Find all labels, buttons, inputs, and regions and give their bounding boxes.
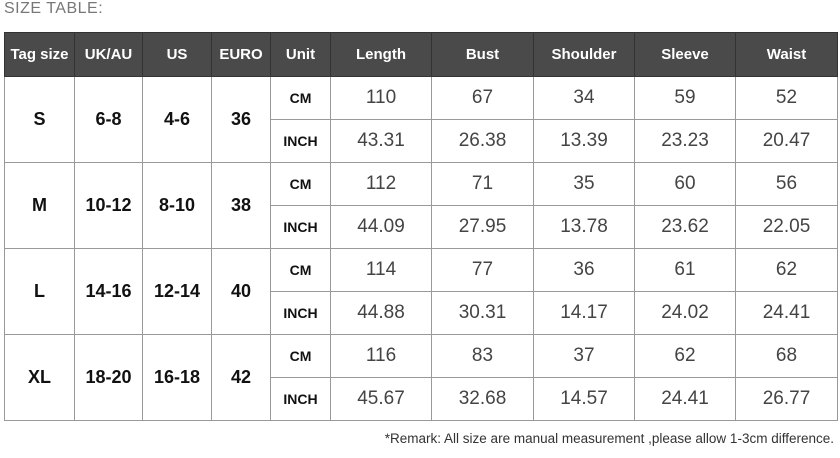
unit-cell: INCH [270, 119, 331, 163]
column-header: Unit [270, 32, 331, 77]
measurement-cell: 13.39 [533, 119, 635, 163]
measurement-cell: 114 [330, 248, 432, 292]
column-header: Length [330, 32, 432, 77]
measurement-cell: 22.05 [735, 205, 838, 249]
measurement-cell: 27.95 [431, 205, 534, 249]
unit-cell: CM [270, 162, 331, 206]
measurement-cell: 77 [431, 248, 534, 292]
measurement-cell: 35 [533, 162, 635, 206]
measurement-cell: 23.62 [634, 205, 736, 249]
table-row: INCH 44.88 30.31 14.17 24.02 24.41 [5, 291, 838, 335]
measurement-cell: 14.57 [533, 377, 635, 421]
remark-note: *Remark: All size are manual measurement… [384, 431, 834, 446]
table-row: M 10-12 8-10 38 CM 112 71 35 60 56 [4, 162, 838, 249]
measurement-cell: 36 [533, 248, 635, 292]
size-euro-cell: 42 [211, 334, 271, 421]
measurement-cell: 45.67 [330, 377, 432, 421]
size-euro-cell: 40 [211, 248, 271, 335]
size-euro-cell: 38 [211, 162, 271, 249]
measurement-cell: 62 [634, 334, 736, 378]
measurement-cell: 62 [735, 248, 838, 292]
measurement-cell: 56 [735, 162, 838, 206]
measurement-cell: 68 [735, 334, 838, 378]
table-row: INCH 43.31 26.38 13.39 23.23 20.47 [5, 119, 838, 163]
measurement-cell: 110 [330, 76, 432, 120]
size-uk-cell: 14-16 [74, 248, 143, 335]
table-row: S 6-8 4-6 36 CM 110 67 34 59 52 [4, 76, 838, 163]
measurement-cell: 26.77 [735, 377, 838, 421]
unit-cell: INCH [270, 205, 331, 249]
measurement-cell: 24.41 [634, 377, 736, 421]
unit-cell: CM [270, 334, 331, 378]
measurement-cell: 71 [431, 162, 534, 206]
measurement-cell: 60 [634, 162, 736, 206]
measurement-cell: 61 [634, 248, 736, 292]
column-header: EURO [211, 32, 271, 77]
size-tag-cell: XL [4, 334, 75, 421]
column-header: Tag size [4, 32, 75, 77]
measurement-cell: 13.78 [533, 205, 635, 249]
column-header: Waist [735, 32, 838, 77]
table-row: INCH 44.09 27.95 13.78 23.62 22.05 [5, 205, 838, 249]
measurement-cell: 24.41 [735, 291, 838, 335]
size-uk-cell: 18-20 [74, 334, 143, 421]
measurement-cell: 26.38 [431, 119, 534, 163]
size-table: Tag size UK/AU US EURO Unit Length Bust Shoulde… [4, 32, 838, 421]
header-row: Tag size UK/AU US EURO Unit Length Bust Shoulde… [4, 32, 838, 77]
size-uk-cell: 10-12 [74, 162, 143, 249]
measurement-cell: 30.31 [431, 291, 534, 335]
measurement-cell: 67 [431, 76, 534, 120]
size-us-cell: 4-6 [142, 76, 212, 163]
measurement-cell: 37 [533, 334, 635, 378]
page-title: SIZE TABLE: [4, 0, 104, 17]
table-row: XL 18-20 16-18 42 CM 116 83 37 62 68 [4, 334, 838, 421]
column-header: Bust [431, 32, 534, 77]
size-us-cell: 8-10 [142, 162, 212, 249]
size-tag-cell: S [4, 76, 75, 163]
measurement-cell: 32.68 [431, 377, 534, 421]
measurement-cell: 34 [533, 76, 635, 120]
measurement-cell: 44.88 [330, 291, 432, 335]
unit-cell: INCH [270, 377, 331, 421]
measurement-cell: 14.17 [533, 291, 635, 335]
unit-cell: CM [270, 248, 331, 292]
unit-cell: CM [270, 76, 331, 120]
measurement-cell: 59 [634, 76, 736, 120]
measurement-cell: 44.09 [330, 205, 432, 249]
measurement-cell: 23.23 [634, 119, 736, 163]
measurement-cell: 24.02 [634, 291, 736, 335]
unit-cell: INCH [270, 291, 331, 335]
size-euro-cell: 36 [211, 76, 271, 163]
table-row: L 14-16 12-14 40 CM 114 77 36 61 62 [4, 248, 838, 335]
column-header: Sleeve [634, 32, 736, 77]
size-us-cell: 16-18 [142, 334, 212, 421]
measurement-cell: 43.31 [330, 119, 432, 163]
size-tag-cell: M [4, 162, 75, 249]
column-header: UK/AU [74, 32, 143, 77]
measurement-cell: 116 [330, 334, 432, 378]
size-us-cell: 12-14 [142, 248, 212, 335]
column-header: Shoulder [533, 32, 635, 77]
size-uk-cell: 6-8 [74, 76, 143, 163]
column-header: US [142, 32, 212, 77]
measurement-cell: 83 [431, 334, 534, 378]
measurement-cell: 112 [330, 162, 432, 206]
measurement-cell: 20.47 [735, 119, 838, 163]
table-row: INCH 45.67 32.68 14.57 24.41 26.77 [5, 377, 838, 421]
measurement-cell: 52 [735, 76, 838, 120]
size-tag-cell: L [4, 248, 75, 335]
